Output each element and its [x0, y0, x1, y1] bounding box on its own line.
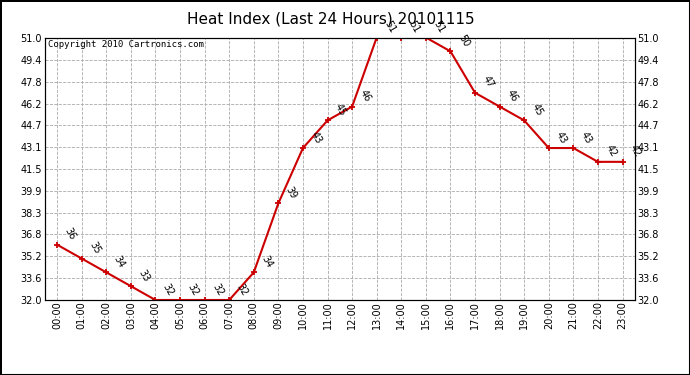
Text: 46: 46	[357, 88, 373, 104]
Text: 33: 33	[137, 268, 151, 284]
Text: 43: 43	[308, 130, 324, 145]
Text: 39: 39	[284, 185, 299, 201]
Text: 46: 46	[505, 88, 520, 104]
Text: 42: 42	[628, 143, 643, 159]
Text: 32: 32	[186, 282, 201, 297]
Text: 47: 47	[480, 74, 495, 90]
Text: 45: 45	[333, 102, 348, 118]
Text: 32: 32	[210, 282, 225, 297]
Text: 32: 32	[161, 282, 176, 297]
Text: 32: 32	[235, 282, 250, 297]
Text: 50: 50	[456, 33, 471, 48]
Text: 34: 34	[259, 254, 274, 270]
Text: 51: 51	[431, 19, 446, 35]
Text: 45: 45	[530, 102, 544, 118]
Text: Copyright 2010 Cartronics.com: Copyright 2010 Cartronics.com	[48, 40, 204, 49]
Text: 43: 43	[554, 130, 569, 145]
Text: 36: 36	[63, 226, 77, 242]
Text: 42: 42	[604, 143, 618, 159]
Text: 35: 35	[87, 240, 102, 256]
Text: 51: 51	[382, 19, 397, 35]
Text: Heat Index (Last 24 Hours) 20101115: Heat Index (Last 24 Hours) 20101115	[188, 11, 475, 26]
Text: 34: 34	[112, 254, 127, 270]
Text: 43: 43	[579, 130, 593, 145]
Text: 51: 51	[407, 19, 422, 35]
